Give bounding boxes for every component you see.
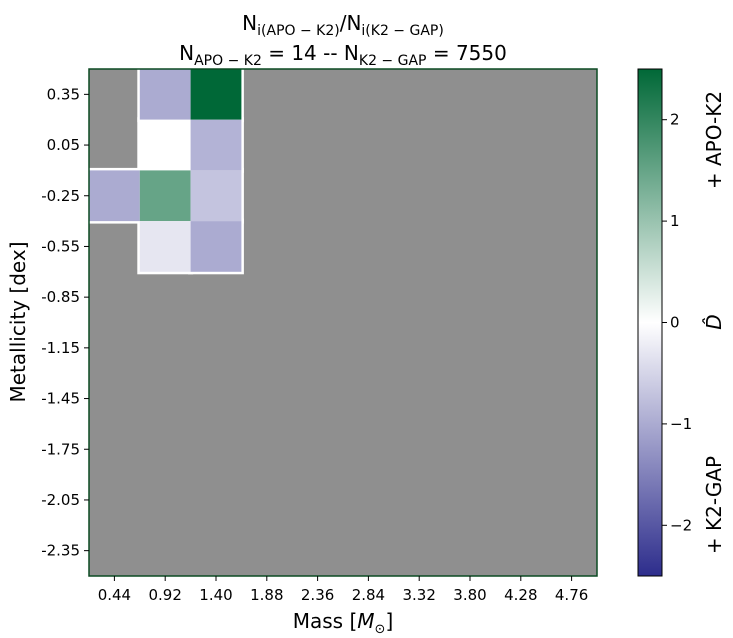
y-tick-label: -0.25 xyxy=(41,187,80,205)
y-axis-label: Metallicity [dex] xyxy=(6,241,30,402)
plot-frame xyxy=(88,68,598,577)
y-tick-label: -1.15 xyxy=(41,339,80,357)
x-tick-label: 3.80 xyxy=(453,586,486,604)
x-tick-label: 3.32 xyxy=(402,586,435,604)
y-tick-label: -0.55 xyxy=(41,237,80,255)
x-tick-label: 2.36 xyxy=(301,586,334,604)
heatmap-cell xyxy=(190,69,242,120)
heatmap-cell xyxy=(139,170,191,222)
x-tick-label: 2.84 xyxy=(352,586,385,604)
x-tick-label: 1.88 xyxy=(250,586,283,604)
y-tick-label: -1.45 xyxy=(41,390,80,408)
colorbar-tick-label: 0 xyxy=(670,314,680,332)
colorbar: 2 1 0 −1 −2 xyxy=(637,68,692,577)
x-tick-label: 0.44 xyxy=(98,586,131,604)
x-tick-label: 4.76 xyxy=(555,586,588,604)
x-axis-label: Mass [M⊙] xyxy=(293,609,394,637)
y-tick-label: 0.05 xyxy=(47,136,80,154)
heatmap-cell xyxy=(89,170,140,222)
heatmap-cell xyxy=(139,119,191,171)
heatmap-cell xyxy=(139,221,191,272)
x-tick-label: 4.28 xyxy=(504,586,537,604)
chart-title-line2: NAPO − K2 = 14 -- NK2 − GAP = 7550 xyxy=(179,41,507,69)
heatmap-cell xyxy=(190,221,242,272)
colorbar-tick-label: 1 xyxy=(670,212,680,230)
colorbar-tick-label: 2 xyxy=(670,111,680,129)
x-axis-ticks: 0.44 0.92 1.40 1.88 2.36 2.84 3.32 3.80 4.28 4.76 xyxy=(98,576,588,604)
y-tick-label: -1.75 xyxy=(41,440,80,458)
y-tick-label: -2.05 xyxy=(41,491,80,509)
y-axis-ticks: 0.35 0.05 -0.25 -0.55 -0.85 -1.15 -1.45 -1.75 -2… xyxy=(41,85,89,560)
colorbar-gradient xyxy=(637,68,663,577)
colorbar-tick-label: −2 xyxy=(670,516,692,534)
x-tick-label: 0.92 xyxy=(148,586,181,604)
x-tick-label: 1.40 xyxy=(199,586,232,604)
y-tick-label: 0.35 xyxy=(47,85,80,103)
heatmap-cell xyxy=(139,69,191,120)
colorbar-tick-label: −1 xyxy=(670,415,692,433)
heatmap-cell xyxy=(190,170,242,222)
chart-title-line1: Ni(APO − K2)/Ni(K2 − GAP) xyxy=(242,11,444,39)
colorbar-label-k2-gap: + K2-GAP xyxy=(702,456,726,554)
colorbar-label-apo-k2: + APO-K2 xyxy=(702,91,726,189)
heatmap-plot-area xyxy=(86,66,598,577)
y-tick-label: -2.35 xyxy=(41,542,80,560)
y-tick-label: -0.85 xyxy=(41,288,80,306)
colorbar-label-dhat: D̂ xyxy=(702,314,726,329)
heatmap-cell xyxy=(190,119,242,171)
